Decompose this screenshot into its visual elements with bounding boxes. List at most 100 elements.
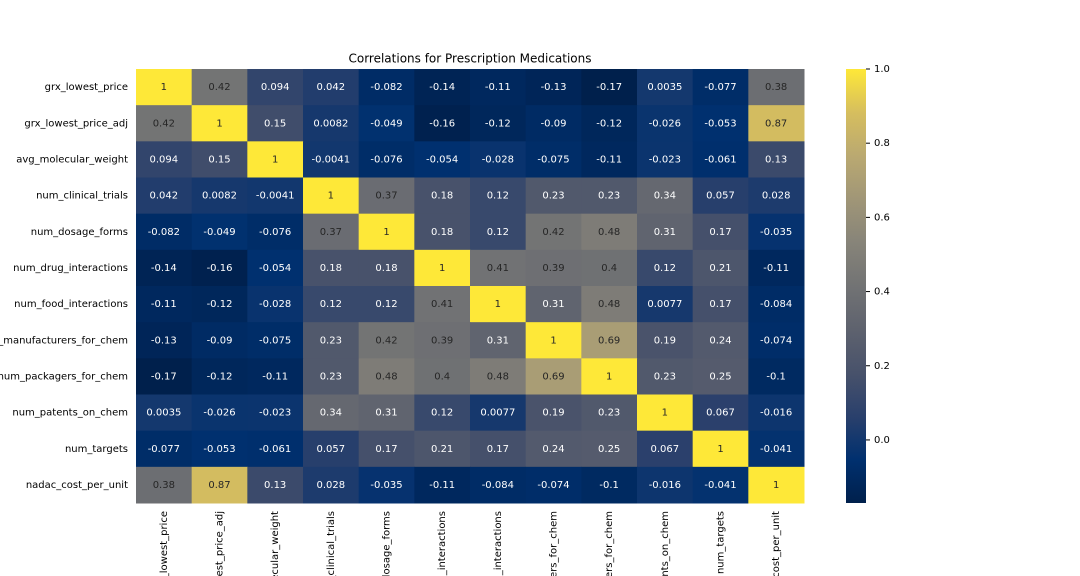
cell-value-label: 1 — [662, 408, 668, 419]
cell-value-label: 0.0082 — [202, 191, 237, 202]
heatmap-cell — [136, 177, 193, 215]
cell-value-label: -0.084 — [760, 299, 792, 310]
cell-value-label: 0.19 — [654, 335, 676, 346]
heatmap-cell — [637, 213, 694, 251]
cell-value-label: 0.48 — [598, 299, 620, 310]
cell-value-label: 0.028 — [317, 480, 346, 491]
heatmap-cell — [525, 466, 582, 504]
heatmap-cell — [358, 430, 415, 468]
colorbar-tick-label: 0.0 — [874, 435, 890, 446]
colorbar-tick-label: 0.6 — [874, 212, 890, 223]
x-tick-label: avg_molecular_weight — [270, 511, 281, 576]
cell-value-label: 0.34 — [654, 191, 676, 202]
cell-value-label: -0.075 — [537, 154, 569, 165]
heatmap-cell — [247, 177, 304, 215]
heatmap-cell — [525, 141, 582, 178]
cell-value-label: -0.035 — [760, 227, 792, 238]
cell-value-label: 0.18 — [431, 191, 453, 202]
cell-value-label: 0.17 — [709, 227, 731, 238]
cell-value-label: -0.061 — [259, 444, 291, 455]
cell-value-label: 1 — [495, 299, 501, 310]
cell-value-label: 0.42 — [375, 335, 397, 346]
cell-value-label: 1 — [216, 118, 222, 129]
cell-value-label: -0.11 — [485, 82, 511, 93]
cell-value-label: -0.13 — [541, 82, 567, 93]
cell-value-label: 0.0035 — [647, 82, 682, 93]
heatmap-cell — [525, 69, 582, 106]
cell-value-label: 0.31 — [375, 408, 397, 419]
cell-value-label: -0.16 — [207, 263, 233, 274]
heatmap-cell — [414, 466, 471, 504]
heatmap-cell — [303, 358, 360, 395]
cell-value-label: 0.15 — [208, 154, 230, 165]
cell-value-label: -0.028 — [259, 299, 291, 310]
x-tick-label: grx_lowest_price_adj — [215, 511, 226, 576]
cell-value-label: 0.15 — [264, 118, 286, 129]
cell-value-label: -0.076 — [370, 154, 402, 165]
cell-value-label: -0.035 — [370, 480, 402, 491]
cell-value-label: 0.042 — [150, 191, 179, 202]
cell-value-label: -0.074 — [537, 480, 569, 491]
cell-value-label: -0.074 — [760, 335, 792, 346]
cell-value-label: 1 — [328, 191, 334, 202]
cell-value-label: 0.37 — [320, 227, 342, 238]
heatmap-cell — [247, 286, 304, 323]
cell-value-label: -0.12 — [485, 118, 511, 129]
heatmap-cell — [581, 358, 638, 395]
x-tick-label: num_targets — [716, 511, 727, 574]
cell-value-label: 0.19 — [542, 408, 564, 419]
y-tick-label: num_patents_on_chem — [12, 408, 128, 419]
heatmap-cell — [358, 322, 415, 359]
cell-value-label: -0.041 — [704, 480, 736, 491]
heatmap-cell — [191, 249, 248, 287]
heatmap-cell — [358, 286, 415, 323]
heatmap-cell — [692, 430, 749, 468]
cell-value-label: -0.049 — [370, 118, 402, 129]
heatmap-cell — [136, 394, 193, 432]
cell-value-label: 0.0077 — [480, 408, 515, 419]
cell-value-label: 0.23 — [654, 371, 676, 382]
heatmap-cell — [748, 430, 805, 468]
cell-value-label: -0.09 — [207, 335, 233, 346]
heatmap-cell — [191, 69, 248, 106]
cell-value-label: 0.42 — [542, 227, 564, 238]
y-tick-label: num_clinical_trials — [36, 191, 128, 202]
heatmap-cell — [637, 141, 694, 178]
y-tick-label: num_drug_interactions — [13, 263, 128, 274]
heatmap-cell — [136, 141, 193, 178]
heatmap-cell — [414, 322, 471, 359]
heatmap-cell — [470, 249, 527, 287]
y-tick-label: grx_lowest_price_adj — [24, 118, 128, 129]
x-tick-label: num_patents_on_chem — [660, 511, 671, 576]
cell-value-label: 0.69 — [542, 371, 564, 382]
cell-value-label: 0.17 — [709, 299, 731, 310]
cell-value-label: -0.026 — [649, 118, 681, 129]
cell-value-label: -0.11 — [262, 371, 288, 382]
cell-value-label: 0.38 — [765, 82, 787, 93]
cell-value-label: 0.028 — [762, 191, 791, 202]
cell-value-label: -0.077 — [148, 444, 180, 455]
heatmap-cell — [191, 322, 248, 359]
heatmap-cell — [581, 213, 638, 251]
cell-value-label: -0.016 — [760, 408, 792, 419]
cell-value-label: 0.25 — [709, 371, 731, 382]
cell-value-label: -0.11 — [763, 263, 789, 274]
heatmap-cell — [414, 177, 471, 215]
heatmap-cell — [470, 213, 527, 251]
cell-value-label: 0.4 — [601, 263, 617, 274]
heatmap-cell — [136, 286, 193, 323]
heatmap-cell — [692, 177, 749, 215]
cell-value-label: 0.48 — [375, 371, 397, 382]
heatmap-cell — [358, 141, 415, 178]
cell-value-label: 0.23 — [542, 191, 564, 202]
heatmap-cell — [748, 105, 805, 142]
cell-value-label: -0.0041 — [256, 191, 295, 202]
heatmap-cell — [414, 69, 471, 106]
x-tick-label: nadac_cost_per_unit — [771, 511, 782, 576]
heatmap-cell — [470, 358, 527, 395]
cell-value-label: 0.067 — [651, 444, 680, 455]
heatmap-cell — [191, 394, 248, 432]
cell-value-label: 0.12 — [431, 408, 453, 419]
cell-value-label: -0.077 — [704, 82, 736, 93]
